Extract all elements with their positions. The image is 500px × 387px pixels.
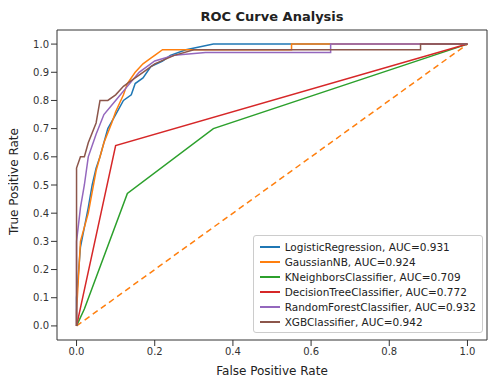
html-text:ROC Curve Analysis: ROC Curve Analysis xyxy=(200,9,344,24)
svg-text:0.6: 0.6 xyxy=(33,151,49,162)
svg-text:False Positive Rate: False Positive Rate xyxy=(216,364,328,378)
svg-text:0.3: 0.3 xyxy=(33,236,49,247)
svg-text:0.8: 0.8 xyxy=(381,346,397,357)
html-text:XGBClassifier, AUC=0.942: XGBClassifier, AUC=0.942 xyxy=(284,315,423,328)
svg-text:True Positive Rate: True Positive Rate xyxy=(8,128,21,236)
svg-text:0.4: 0.4 xyxy=(33,208,49,219)
svg-text:0.8: 0.8 xyxy=(33,95,49,106)
svg-text:0.2: 0.2 xyxy=(147,346,163,357)
svg-text:0.1: 0.1 xyxy=(33,292,49,303)
svg-text:0.5: 0.5 xyxy=(33,180,49,191)
svg-text:0.6: 0.6 xyxy=(303,346,319,357)
html-text:GaussianNB, AUC=0.924: GaussianNB, AUC=0.924 xyxy=(284,255,416,268)
svg-text:0.7: 0.7 xyxy=(33,123,49,134)
html-text:LogisticRegression, AUC=0.931: LogisticRegression, AUC=0.931 xyxy=(284,240,450,253)
svg-text:0.0: 0.0 xyxy=(69,346,85,357)
svg-text:0.2: 0.2 xyxy=(33,264,49,275)
html-text:KNeighborsClassifier, AUC=0.70: KNeighborsClassifier, AUC=0.709 xyxy=(284,270,461,283)
svg-text:0.4: 0.4 xyxy=(225,346,241,357)
svg-text:0.9: 0.9 xyxy=(33,67,49,78)
svg-text:1.0: 1.0 xyxy=(460,346,476,357)
svg-text:1.0: 1.0 xyxy=(33,39,49,50)
svg-text:0.0: 0.0 xyxy=(33,320,49,331)
html-text:RandomForestClassifier, AUC=0.: RandomForestClassifier, AUC=0.932 xyxy=(284,300,476,313)
html-text:DecisionTreeClassifier, AUC=0.: DecisionTreeClassifier, AUC=0.772 xyxy=(284,285,467,298)
